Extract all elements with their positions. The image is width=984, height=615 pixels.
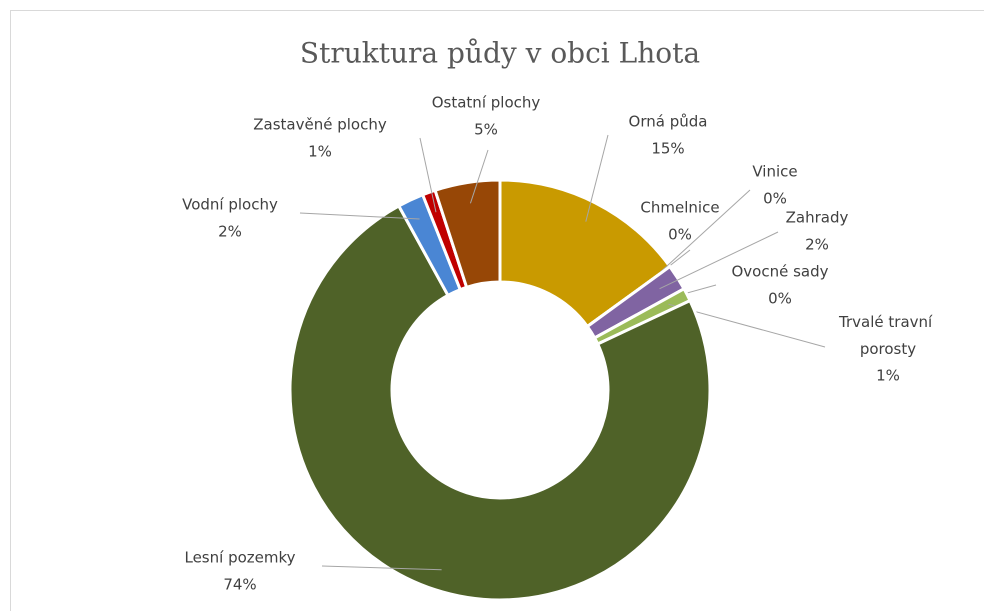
data-label-value: 0% [768, 290, 792, 308]
data-label-value: 0% [668, 226, 692, 244]
data-label-value: 0% [763, 190, 787, 208]
data-label-value: 1% [308, 143, 332, 161]
data-label-name: Ovocné sady [731, 263, 828, 281]
data-label-name: Zahrady [786, 209, 849, 227]
data-label-value: 74% [223, 576, 256, 594]
data-label-name: Lesní pozemky [184, 549, 295, 567]
chart-title: Struktura půdy v obci Lhota [300, 37, 700, 70]
data-label-value: 15% [651, 140, 684, 158]
data-label-value: 2% [218, 223, 242, 241]
data-label-value: 5% [474, 121, 498, 139]
data-label-value: 2% [805, 236, 829, 254]
data-label-name: Vinice [752, 163, 797, 181]
data-label-name: Chmelnice [640, 199, 719, 217]
data-label-value: 1% [876, 367, 900, 385]
data-label-name: Orná půda [629, 113, 708, 131]
data-label-name: Ostatní plochy [432, 94, 541, 112]
data-label-name: Zastavěné plochy [253, 116, 387, 134]
data-label-name: Vodní plochy [182, 196, 278, 214]
